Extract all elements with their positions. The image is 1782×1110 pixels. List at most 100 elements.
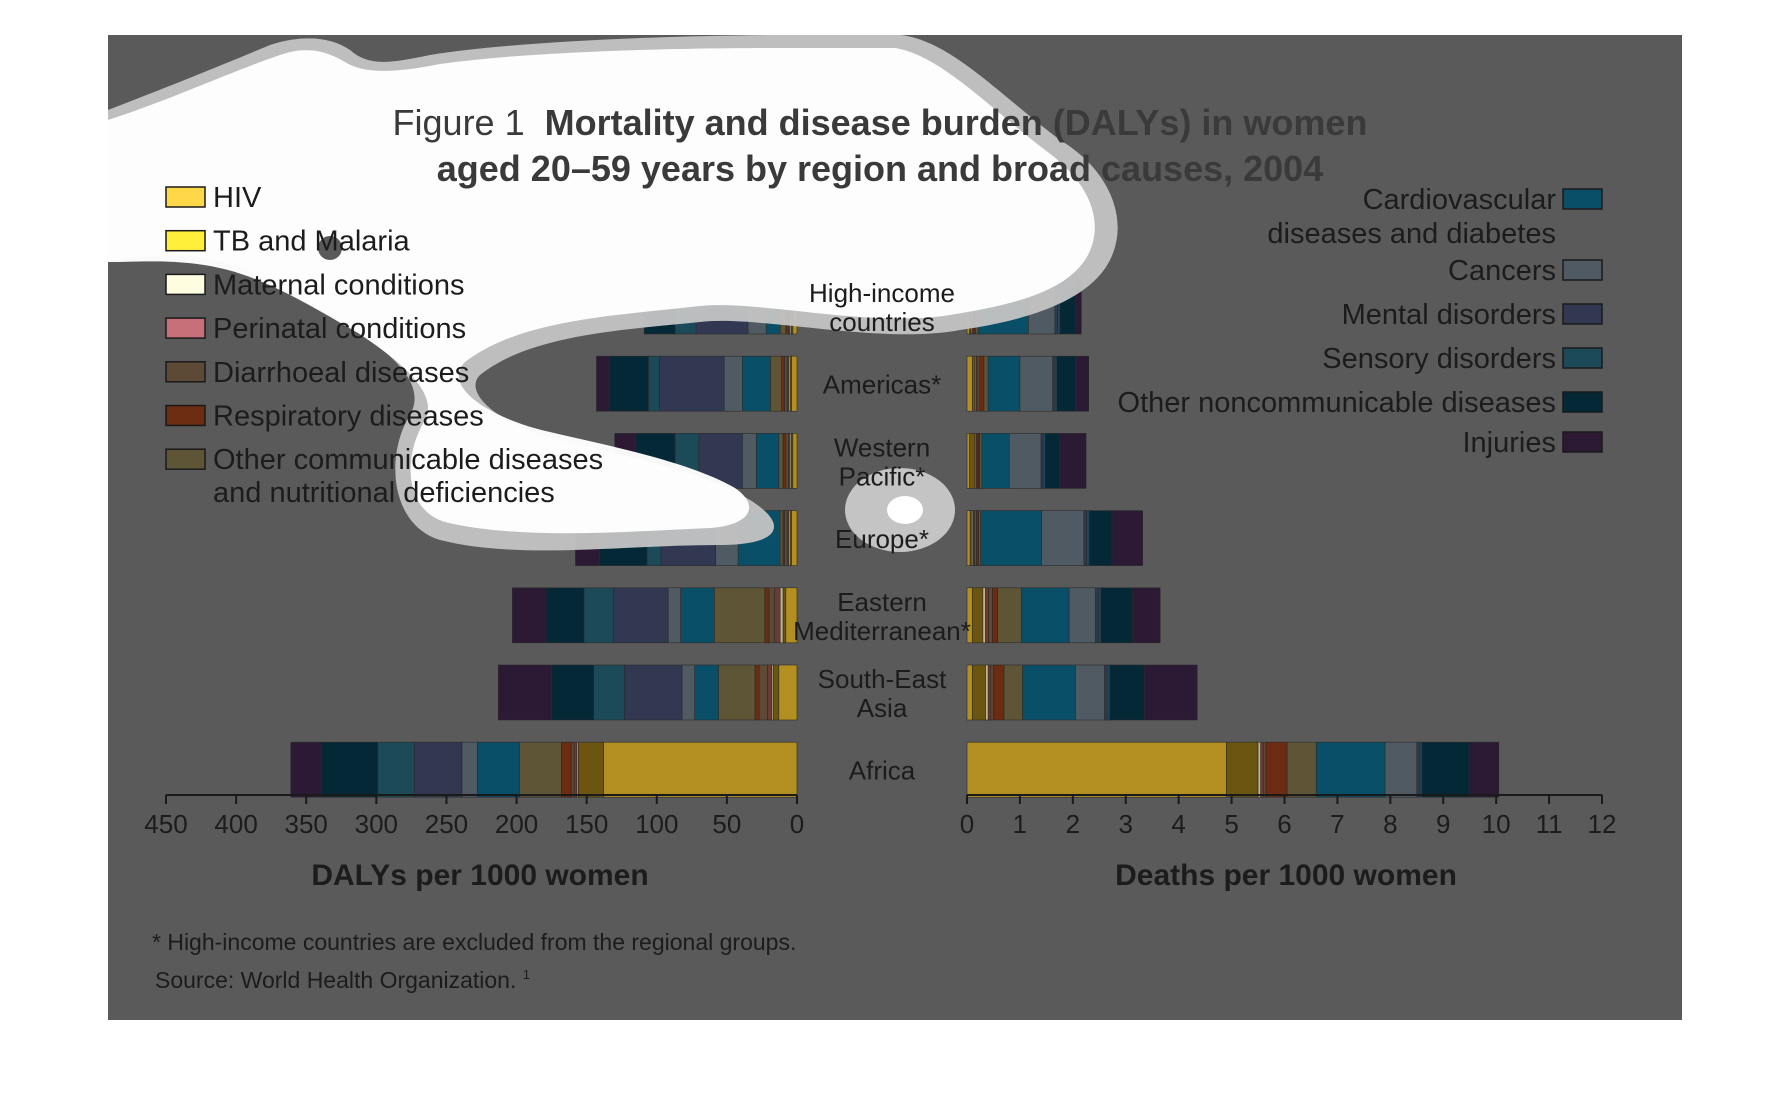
bar-deaths-segment <box>1111 510 1143 566</box>
bar-dalys-segment <box>791 510 798 566</box>
tick-label-deaths: 5 <box>1224 809 1238 839</box>
legend-swatch <box>165 317 206 339</box>
region-label: Western <box>834 432 930 462</box>
bar-deaths-segment <box>971 355 976 412</box>
bar-deaths-segment <box>985 664 989 721</box>
bar-dalys-segment <box>713 587 766 644</box>
region-label: Mediterranean* <box>793 616 971 646</box>
bar-deaths-segment <box>1106 664 1111 721</box>
region-label: countries <box>829 307 935 337</box>
region-label: Eastern <box>837 587 927 617</box>
legend-swatch <box>165 229 206 252</box>
bar-dalys-segment <box>785 433 789 489</box>
bar-deaths-segment <box>1421 741 1471 798</box>
bar-deaths-segment <box>1009 433 1042 489</box>
bar-deaths-segment <box>1068 587 1096 644</box>
bar-deaths-segment <box>1419 741 1423 798</box>
legend-label: diseases and diabetes <box>1267 218 1556 250</box>
bar-deaths-segment <box>971 664 986 721</box>
bar-deaths-segment <box>1095 587 1099 644</box>
bar-dalys-segment <box>680 587 715 644</box>
region-label: Europe* <box>835 524 929 554</box>
legend-label: Other communicable diseases <box>213 444 603 476</box>
legend-label: Other noncommunicable diseases <box>1118 387 1556 419</box>
bar-dalys-segment <box>667 587 681 644</box>
legend-label: and nutritional deficiencies <box>213 477 555 509</box>
region-label: Africa <box>849 756 916 786</box>
legend-swatch <box>1562 303 1603 325</box>
bar-deaths-segment <box>1384 741 1418 798</box>
bar-deaths-segment <box>1416 741 1420 798</box>
legend-swatch <box>165 273 206 296</box>
chart-title: Figure 1 Mortality and disease burden (D… <box>393 102 1368 189</box>
bar-dalys-segment <box>723 355 743 412</box>
legend-swatch <box>165 448 206 470</box>
legend-label: Cardiovascular <box>1363 184 1557 216</box>
bar-deaths-segment <box>1083 510 1087 566</box>
bar-deaths-segment <box>1022 664 1076 721</box>
bar-deaths-segment <box>1132 587 1161 644</box>
bar-deaths-segment <box>969 510 973 566</box>
bar-dalys-segment <box>512 587 547 644</box>
bar-deaths-segment <box>1056 355 1076 412</box>
bar-deaths-segment <box>1040 433 1044 489</box>
tick-label-deaths: 10 <box>1482 809 1511 839</box>
bar-deaths-segment <box>1097 587 1102 644</box>
tick-label-deaths: 8 <box>1383 809 1397 839</box>
x-axis-label-deaths: Deaths per 1000 women <box>1115 859 1457 892</box>
bar-deaths-segment <box>1109 664 1145 721</box>
bar-dalys-segment <box>792 433 798 489</box>
bar-deaths-segment <box>1469 741 1500 798</box>
bar-deaths-segment <box>1042 433 1046 489</box>
bar-dalys-segment <box>551 664 594 721</box>
bar-dalys-segment <box>413 741 463 798</box>
legend-swatch <box>1562 431 1603 453</box>
bar-dalys-segment <box>764 587 770 644</box>
bar-deaths-segment <box>1257 741 1261 798</box>
bar-deaths-segment <box>1100 587 1133 644</box>
bar-deaths-segment <box>980 510 1042 566</box>
bar-dalys-segment <box>782 433 787 489</box>
bar-deaths-segment <box>983 355 989 412</box>
region-label: South-East <box>818 664 947 694</box>
bar-deaths-segment <box>1086 510 1090 566</box>
bar-deaths-segment <box>971 587 984 644</box>
bar-deaths-segment <box>982 587 986 644</box>
legend-label: Perinatal conditions <box>213 313 466 345</box>
bar-dalys-segment <box>573 741 578 798</box>
bar-deaths-segment <box>979 355 985 412</box>
bar-dalys-segment <box>519 741 562 798</box>
bar-dalys-segment <box>624 664 683 721</box>
bar-dalys-segment <box>577 741 604 798</box>
bar-deaths-segment <box>993 664 1005 721</box>
legend-swatch <box>1562 347 1603 369</box>
bar-dalys-segment <box>290 741 322 798</box>
overlay-blob <box>108 35 1118 552</box>
region-label: Pacific* <box>839 461 926 491</box>
bar-deaths-segment <box>997 587 1022 644</box>
tick-label-dalys: 100 <box>635 809 678 839</box>
legend-label: Sensory disorders <box>1322 343 1556 375</box>
x-axis-deaths: 0 1 2 3 4 5 6 7 8 9 10 11 12 <box>960 794 1616 839</box>
tick-label-deaths: 11 <box>1536 809 1563 839</box>
legend-left: HIV TB and Malaria Maternal conditions Peri… <box>165 182 603 509</box>
bar-deaths-segment <box>1265 741 1288 798</box>
bar-deaths-segment <box>1019 355 1054 412</box>
bar-deaths-segment <box>1260 741 1264 798</box>
tick-label-deaths: 6 <box>1277 809 1291 839</box>
bar-deaths-segment <box>966 433 970 489</box>
bar-dalys-segment <box>784 355 788 412</box>
bar-deaths-segment <box>1041 510 1085 566</box>
tick-label-deaths: 1 <box>1013 809 1027 839</box>
bar-dalys-segment <box>476 741 520 798</box>
x-axis-dalys: 450 400 350 300 250 200 150 100 50 0 <box>144 794 804 839</box>
bar-dalys-segment <box>613 587 669 644</box>
bar-dalys-segment <box>779 587 784 644</box>
bar-deaths-segment <box>1021 587 1070 644</box>
chart-title-line1: Figure 1 Mortality and disease burden (D… <box>393 102 1368 143</box>
tick-label-deaths: 7 <box>1330 809 1344 839</box>
bar-dalys-segment <box>603 741 798 798</box>
bar-deaths-segment <box>1286 741 1317 798</box>
region-label: High-income <box>809 278 955 308</box>
